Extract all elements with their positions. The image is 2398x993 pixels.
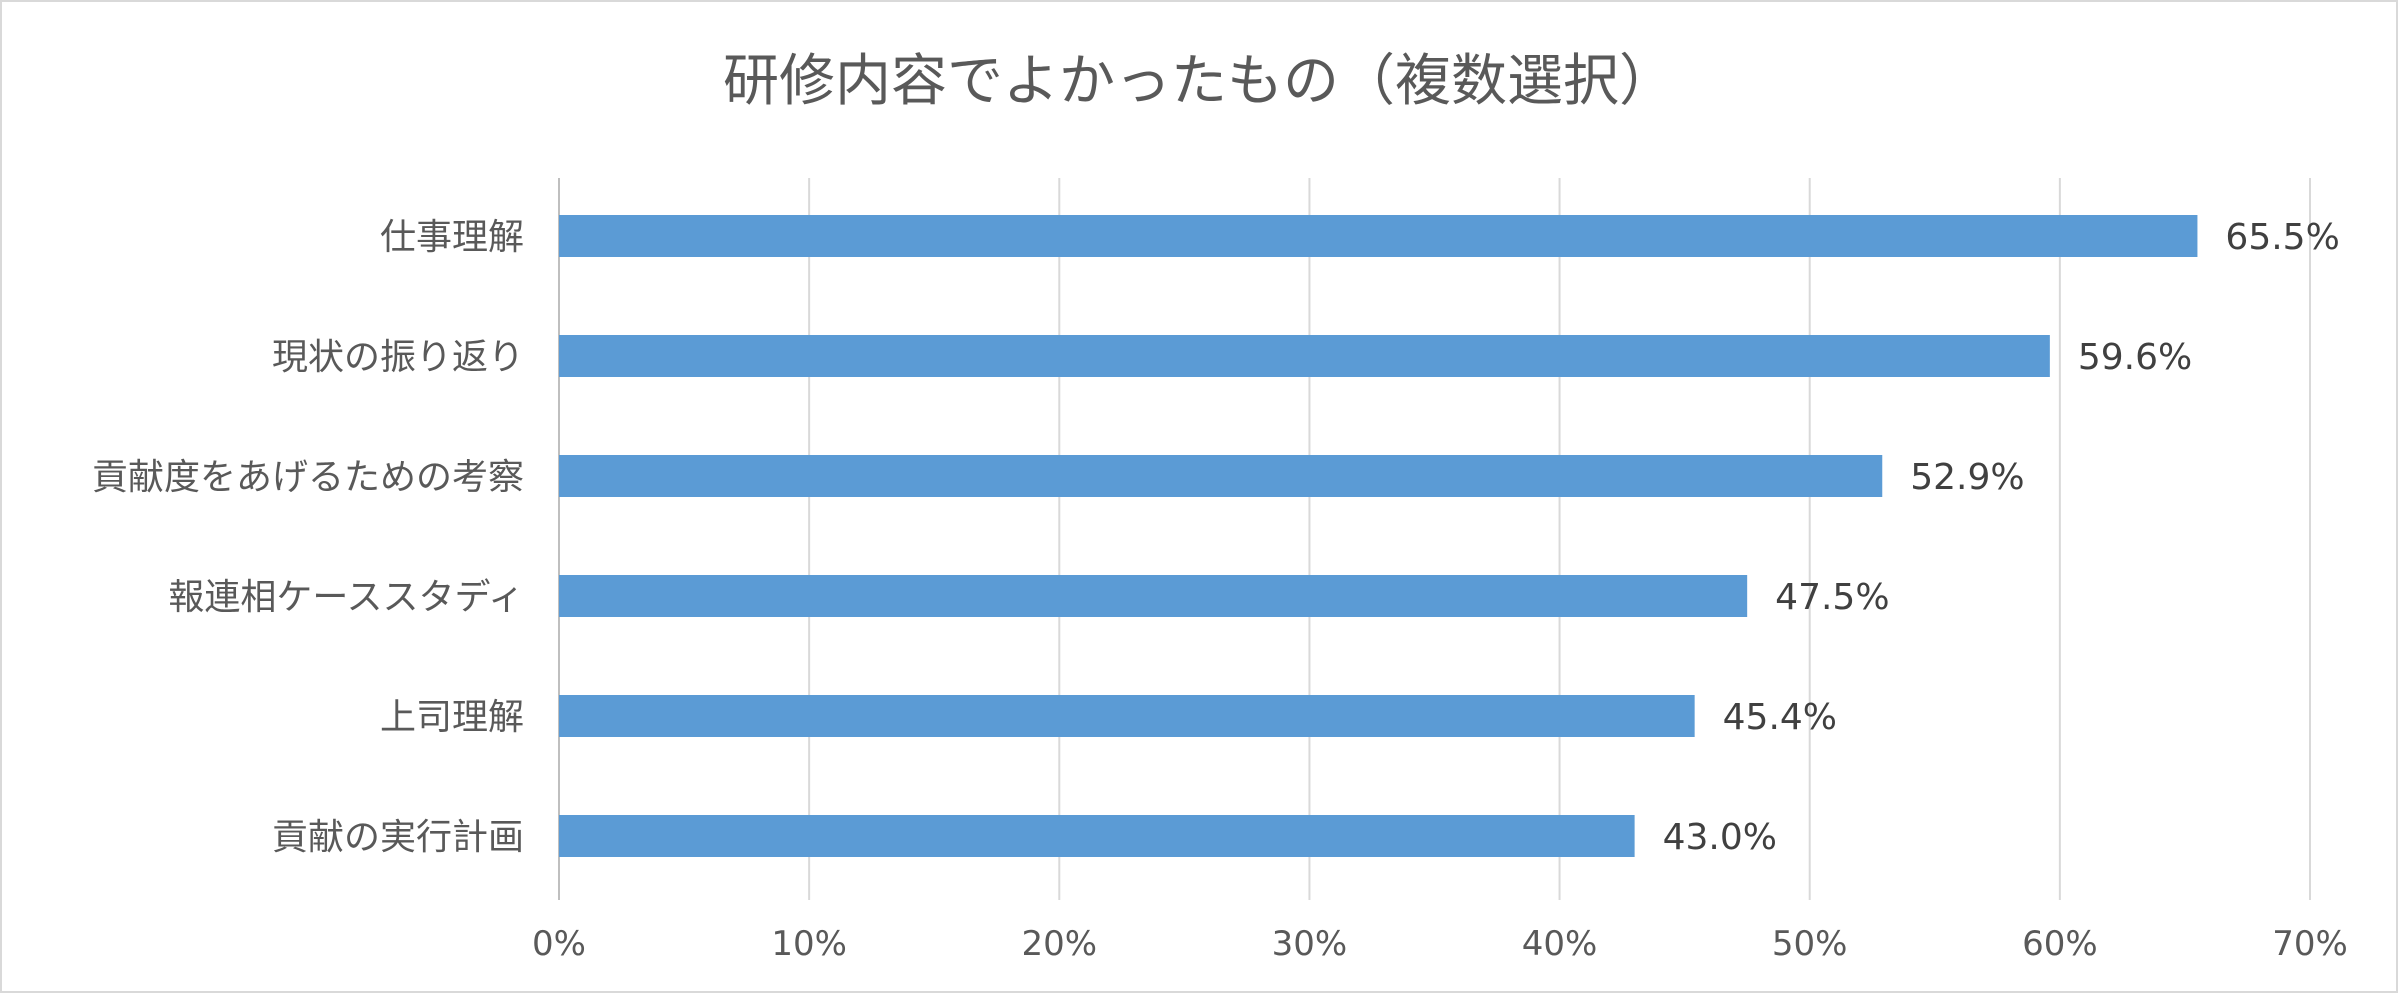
grid-layer	[558, 178, 2311, 900]
category-label-5: 上司理解	[380, 697, 524, 738]
data-label-3: 52.9%	[1910, 457, 2024, 498]
data-label-2: 59.6%	[2078, 337, 2192, 378]
data-label-4: 47.5%	[1775, 577, 1889, 618]
category-label-3: 貢献度をあげるための考察	[92, 457, 524, 498]
bar-3	[559, 455, 1883, 497]
data-label-6: 43.0%	[1663, 817, 1777, 858]
data-label-5: 45.4%	[1723, 697, 1837, 738]
category-label-6: 貢献の実行計画	[272, 817, 524, 858]
x-tick-label-40: 40%	[1522, 924, 1598, 964]
x-tick-label-50: 50%	[1772, 924, 1848, 964]
x-tick-label-20: 20%	[1021, 924, 1097, 964]
label-layer: 0% 10% 20% 30% 40% 50% 60% 70% 仕事理解 65.5% 現状の振り返り 5…	[92, 217, 2348, 964]
data-label-1: 65.5%	[2225, 217, 2339, 258]
chart-title: 研修内容でよかったもの（複数選択）	[723, 49, 1675, 114]
category-label-2: 現状の振り返り	[272, 337, 524, 378]
bar-1	[559, 215, 2198, 257]
bar-6	[559, 815, 1635, 857]
bar-5	[559, 695, 1695, 737]
category-label-1: 仕事理解	[380, 217, 524, 258]
category-label-4: 報連相ケーススタディ	[168, 577, 524, 618]
x-tick-label-0: 0%	[532, 924, 586, 964]
x-tick-label-70: 70%	[2272, 924, 2348, 964]
x-tick-label-30: 30%	[1272, 924, 1348, 964]
x-tick-label-60: 60%	[2022, 924, 2098, 964]
bar-2	[559, 335, 2050, 377]
bar-4	[559, 575, 1748, 617]
bar-layer	[559, 215, 2198, 857]
x-tick-label-10: 10%	[771, 924, 847, 964]
